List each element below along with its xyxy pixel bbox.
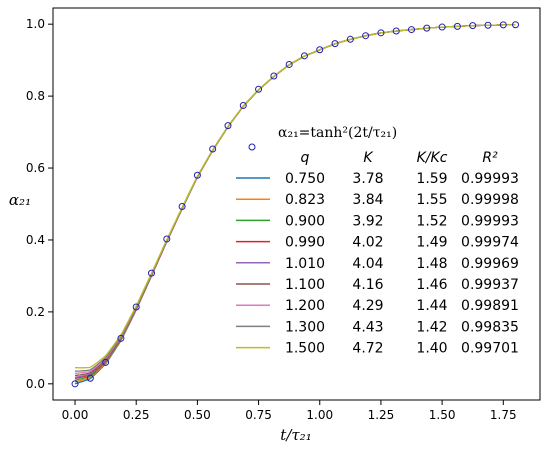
legend-cell: 4.16 [352,277,383,293]
legend-cell: 0.750 [285,171,325,187]
legend-cell: 0.99998 [461,192,519,208]
x-tick-label: 0.00 [62,408,89,422]
legend-cell: 1.52 [416,213,447,229]
reference-point [392,27,400,35]
legend-cell: 1.59 [416,171,447,187]
legend-cell: 0.99701 [461,341,519,357]
reference-point [499,21,507,29]
y-tick-label: 1.0 [26,17,45,31]
legend-cell: 3.92 [352,213,383,229]
y-tick-label: 0.0 [26,377,45,391]
reference-point [255,85,263,93]
x-tick-label: 1.00 [306,408,333,422]
legend-header: K [363,150,374,166]
legend-cell: 1.44 [416,298,447,314]
legend-cell: 1.010 [285,256,325,272]
legend-cell: 3.84 [352,192,383,208]
legend-cell: 0.99993 [461,171,519,187]
reference-point [132,303,140,311]
reference-point [438,23,446,31]
legend-cell: 4.02 [352,235,383,251]
reference-point [102,358,110,366]
series-lines [74,24,516,385]
legend-cell: 4.43 [352,319,383,335]
legend-cell: 1.42 [416,319,447,335]
legend-cell: 0.99835 [461,319,519,335]
legend-cell: 1.300 [285,319,325,335]
reference-point [86,374,94,382]
reference-point [377,29,385,37]
legend-header: K/Kc [417,150,448,166]
legend-cell: 1.500 [285,341,325,357]
legend-cell: 0.99974 [461,235,519,251]
reference-point [300,52,308,60]
legend-header: q [301,150,310,166]
legend-marker-reference [248,143,256,151]
legend-cell: 1.55 [416,192,447,208]
reference-point [316,46,324,54]
legend-cell: 0.900 [285,213,325,229]
reference-point [209,145,217,153]
reference-point [239,101,247,109]
legend-cell: 1.40 [416,341,447,357]
plot-area [52,7,541,401]
reference-point [193,171,201,179]
x-tick-label: 1.50 [429,408,456,422]
reference-point [423,24,431,32]
legend-cell: 0.99937 [461,277,519,293]
legend-cell: 4.72 [352,341,383,357]
x-axis-ticks: 0.00 0.25 0.50 0.75 1.00 1.25 1.50 1.75 [62,400,517,422]
legend-reference-label: α₂₁=tanh²(2t/τ₂₁) [278,125,397,141]
y-tick-label: 0.4 [26,233,45,247]
legend-cell: 1.46 [416,277,447,293]
legend-cell: 1.49 [416,235,447,251]
legend-cell: 3.78 [352,171,383,187]
reference-point [163,235,171,243]
legend-cell: 1.200 [285,298,325,314]
reference-point [331,40,339,48]
legend-cell: 0.823 [285,192,325,208]
x-tick-label: 1.75 [490,408,517,422]
reference-point [408,26,416,34]
legend-cell: 1.48 [416,256,447,272]
reference-point [484,21,492,29]
legend-cell: 0.990 [285,235,325,251]
reference-point [285,60,293,68]
reference-point [117,334,125,342]
reference-point [469,22,477,30]
reference-point [224,122,232,130]
reference-point [346,35,354,43]
reference-point [362,32,370,40]
reference-point [178,203,186,211]
series-line [74,24,516,369]
y-tick-label: 0.2 [26,305,45,319]
reference-points [71,21,520,388]
legend-cell: 0.99969 [461,256,519,272]
legend-cell: 0.99993 [461,213,519,229]
legend-cell: 4.04 [352,256,383,272]
legend-cell: 0.99891 [461,298,519,314]
y-axis-ticks: 0.0 0.2 0.4 0.6 0.8 1.0 [26,17,53,391]
reference-point [148,269,156,277]
reference-point [71,380,79,388]
y-axis-label: α₂₁ [9,191,31,209]
legend-header: R² [482,150,498,166]
x-tick-label: 0.50 [184,408,211,422]
x-tick-label: 0.25 [123,408,150,422]
x-tick-label: 0.75 [245,408,272,422]
reference-point [512,21,520,29]
x-axis-label: t/τ₂₁ [280,426,311,444]
x-tick-label: 1.25 [368,408,395,422]
legend-cell: 4.29 [352,298,383,314]
y-tick-label: 0.6 [26,161,45,175]
reference-point [453,22,461,30]
legend: α₂₁=tanh²(2t/τ₂₁) q K K/Kc R² 0.750 3.78 1.59 0.… [236,125,519,357]
reference-point [270,72,278,80]
y-tick-label: 0.8 [26,89,45,103]
legend-cell: 1.100 [285,277,325,293]
